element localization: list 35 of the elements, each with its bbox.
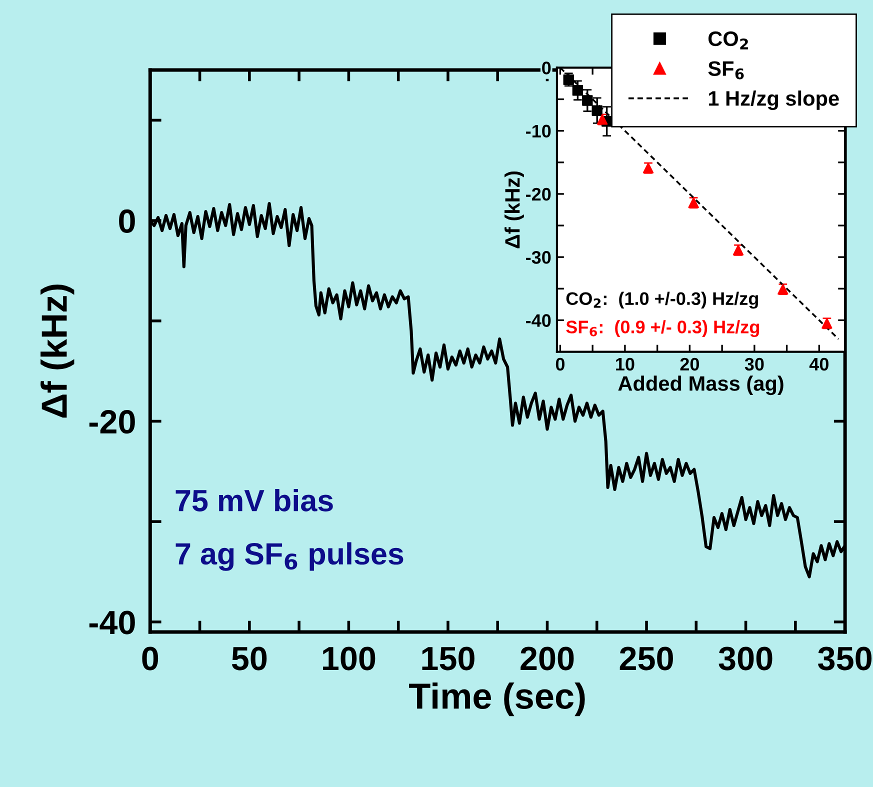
legend-label: 1 Hz/zg slope (708, 90, 839, 110)
annotation: 75 mV bias (176, 489, 333, 512)
x-tick-label: 40 (809, 358, 828, 371)
annotation: SF$_{6}$: (0.9 +/- 0.3) Hz/zg (566, 320, 759, 338)
x-axis-title: Time (sec) (409, 682, 585, 716)
x-tick-label: 30 (744, 358, 764, 371)
y-tick-label: -30 (526, 251, 551, 264)
point (592, 105, 602, 116)
annotation: CO$_{2}$: (1.0 +/-0.3) Hz/zg (566, 292, 758, 309)
x-tick-label: 50 (232, 646, 267, 670)
x-tick-label: 0 (556, 358, 564, 371)
y-tick-label: -20 (526, 188, 551, 201)
x-tick-label: 20 (680, 358, 699, 371)
x-tick-label: 200 (520, 646, 574, 670)
point (572, 85, 584, 96)
legend-label: CO$_{2}$ (708, 31, 748, 50)
x-tick-label: 250 (620, 646, 673, 670)
x-tick-label: 350 (818, 646, 872, 670)
x-tick-label: 300 (718, 646, 772, 670)
y-axis-title: Δf (kHz) (40, 284, 74, 418)
x-axis-title: Added Mass (ag) (618, 376, 784, 396)
x-tick-label: 100 (322, 646, 376, 670)
y-tick-label: -40 (89, 610, 135, 634)
y-tick-label: -40 (526, 314, 551, 327)
x-tick-label: 150 (422, 646, 474, 670)
point (582, 95, 593, 106)
x-tick-label: 10 (616, 358, 634, 371)
annotation: 7 ag SF$_{6}$ pulses (176, 542, 404, 571)
y-tick-label: 0 (119, 209, 135, 233)
y-tick-label: -10 (526, 124, 551, 138)
x-tick-label: 0 (142, 646, 158, 670)
y-tick-label: -20 (89, 410, 135, 434)
y-axis-title: Δf (kHz) (504, 171, 524, 248)
y-tick-label: 0 (542, 62, 551, 74)
legend-label: SF$_{6}$ (708, 61, 744, 80)
